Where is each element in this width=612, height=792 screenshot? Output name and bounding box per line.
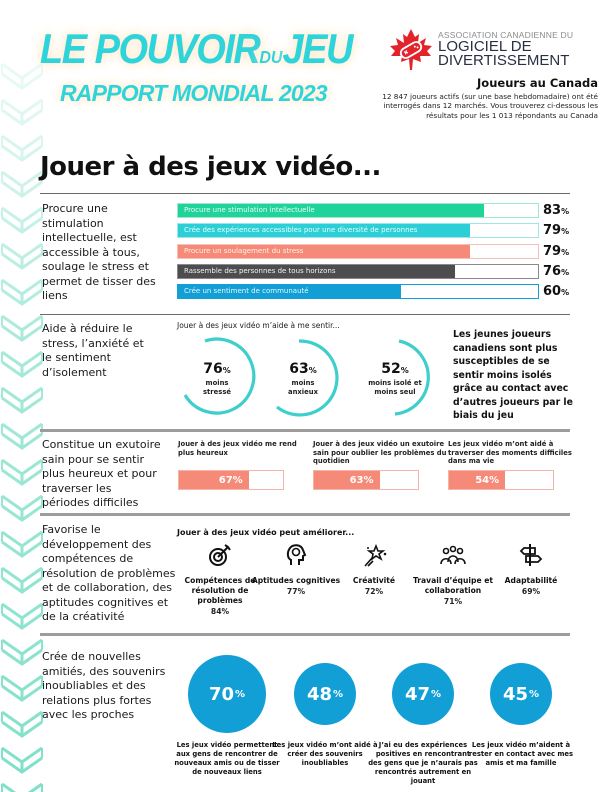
ring-stat: 63% moins anxieux — [263, 337, 343, 417]
canada-title: Joueurs au Canada — [477, 76, 598, 90]
circle-stat: 48% Les jeux vidéo m’ont aidé à créer de… — [270, 655, 380, 768]
head-brain-icon — [286, 544, 307, 565]
bar-row: Procure un soulagement du stress 79% — [177, 243, 577, 259]
small-bar-stat: Jouer à des jeux vidéo me rend plus heur… — [178, 440, 314, 490]
canada-text: 12 847 joueurs actifs (sur une base hebd… — [382, 92, 598, 120]
title-part-du: DU — [259, 48, 283, 68]
divider — [40, 513, 570, 516]
ring-stat: 76% moins stressé — [177, 337, 257, 417]
small-bar-stat: Jouer à des jeux vidéo un exutoire sain … — [313, 440, 449, 490]
page-title: Jouer à des jeux vidéo... — [40, 152, 381, 182]
bar-label: Crée un sentiment de communauté — [184, 287, 309, 296]
benefits-bar-chart: Procure une stimulation intellectuelle 8… — [177, 203, 577, 304]
skill-stat: Créativité 72% — [329, 542, 419, 597]
skill-stat: Travail d’équipe et collaboration 71% — [408, 542, 498, 607]
logo-assoc-text: ASSOCIATION CANADIENNE DU — [438, 30, 574, 40]
divider — [40, 429, 570, 432]
small-bar-question: Les jeux vidéo m’ont aidé à traverser de… — [448, 440, 572, 465]
divider — [40, 193, 570, 195]
team-people-icon — [440, 545, 466, 565]
divider — [40, 633, 570, 636]
section-label-outlet: Constitue un exutoire sain pour se senti… — [42, 438, 161, 509]
skills-question: Jouer à des jeux vidéo peut améliorer... — [177, 528, 355, 537]
bar-row: Crée un sentiment de communauté 60% — [177, 284, 577, 300]
canada-info: Joueurs au Canada 12 847 joueurs actifs … — [358, 76, 598, 120]
section-label-skills: Favorise le développement des compétence… — [42, 523, 176, 623]
bar-label: Rassemble des personnes de tous horizons — [184, 266, 336, 275]
section-label-stress: Aide à réduire le stress, l’anxiété et l… — [42, 322, 144, 379]
small-bar-question: Jouer à des jeux vidéo me rend plus heur… — [178, 440, 297, 457]
bar-value: 76% — [543, 263, 570, 279]
esac-logo: ASSOCIATION CANADIENNE DU LOGICIEL DE DI… — [388, 28, 598, 78]
bar-row: Rassemble des personnes de tous horizons… — [177, 263, 577, 279]
signpost-icon — [519, 544, 543, 566]
bar-row: Crée des expériences accessibles pour un… — [177, 223, 577, 239]
circle-stat: 70% Les jeux vidéo permettent aux gens d… — [172, 655, 282, 777]
section-label-friendships: Crée de nouvelles amitiés, des souvenirs… — [42, 650, 166, 721]
title-part-a: LE POUVOIR — [40, 26, 261, 74]
circle-stat: 47% J’ai eu des expériences positives en… — [368, 655, 478, 786]
young-players-note: Les jeunes joueurs canadiens sont plus s… — [453, 329, 573, 421]
ring-arc — [276, 339, 339, 417]
bar-label: Crée des expériences accessibles pour un… — [184, 226, 418, 235]
small-bar-question: Jouer à des jeux vidéo un exutoire sain … — [313, 440, 447, 465]
bar-label: Procure un soulagement du stress — [184, 246, 304, 255]
bar-label: Procure une stimulation intellectuelle — [184, 206, 315, 214]
divider — [40, 314, 570, 316]
section-label-stimulation: Procure une stimulation intellectuelle, … — [42, 202, 156, 302]
bar-value: 83% — [543, 203, 570, 218]
skill-stat: Adaptabilité 69% — [486, 542, 576, 597]
ring-stat: 52% moins isolé et moins seul — [355, 337, 435, 417]
decorative-chevron-pattern — [0, 60, 44, 792]
target-arrow-icon — [209, 544, 231, 566]
bar-value: 79% — [543, 243, 570, 259]
maple-leaf-gamepad-icon — [390, 29, 432, 70]
report-subtitle: RAPPORT MONDIAL 2023 — [60, 80, 328, 106]
skill-stat: Aptitudes cognitives 77% — [251, 542, 341, 597]
logo-name-text: LOGICIEL DE DIVERTISSEMENT — [438, 38, 570, 69]
small-bar-stat: Les jeux vidéo m’ont aidé à traverser de… — [448, 440, 584, 490]
ring-arc — [394, 339, 430, 416]
bar-row: Procure une stimulation intellectuelle 8… — [177, 203, 577, 218]
magic-star-icon — [364, 543, 387, 567]
title-part-b: JEU — [282, 26, 353, 74]
circle-stat: 45% Les jeux vidéo m’aident à rester en … — [466, 655, 576, 768]
skill-stat: Compétences de résolution de problèmes 8… — [175, 542, 265, 617]
bar-value: 60% — [543, 284, 570, 300]
bar-value: 79% — [543, 223, 570, 239]
report-title: LE POUVOIRDUJEU RAPPORT MONDIAL 2023 — [40, 26, 353, 106]
rings-question: Jouer à des jeux vidéo m’aide à me senti… — [177, 321, 340, 330]
ring-arc — [183, 337, 256, 415]
